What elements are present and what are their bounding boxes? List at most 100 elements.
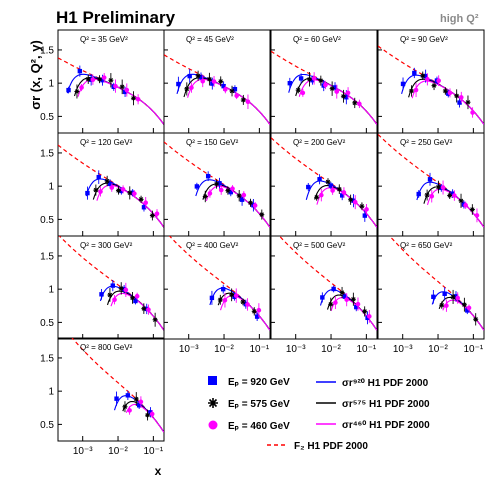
data-point-920 [125, 393, 131, 398]
panel-q2-500: Q² = 500 GeV² 10⁻³ 10⁻² 10⁻¹ [270, 235, 378, 355]
sigma-r-curve-920 [416, 181, 484, 228]
data-point-460 [447, 90, 453, 96]
data-point-920 [77, 68, 83, 74]
data-point-920 [331, 286, 336, 292]
data-point-460 [413, 87, 419, 93]
x-axis-label: x [155, 464, 162, 478]
panel-grid: Q² = 35 GeV² 0.5 1 1.5 Q² = 45 GeV² Q² = 60 G… [40, 29, 485, 457]
y-tick-label: 1.5 [40, 251, 54, 262]
x-tick-label: 10⁻¹ [356, 344, 376, 355]
data-point-575 [325, 179, 331, 185]
y-tick-label: 0.5 [40, 215, 54, 226]
sigma-r-curve-575 [73, 77, 164, 125]
data-point-920 [354, 304, 359, 310]
panel-plot-area [164, 54, 270, 125]
y-tick-label: 0.5 [40, 318, 54, 329]
data-point-575 [240, 97, 246, 103]
data-point-460 [341, 190, 347, 195]
data-point-920 [217, 181, 222, 186]
sigma-r-curve-460 [411, 80, 484, 125]
data-point-460 [200, 78, 206, 84]
data-point-575 [130, 295, 136, 301]
data-point-920 [450, 191, 455, 196]
data-point-575 [93, 187, 99, 193]
data-point-575 [408, 88, 414, 94]
panel-frame [163, 235, 271, 340]
data-point-460 [207, 191, 213, 196]
q2-label: Q² = 800 GeV² [80, 343, 133, 352]
data-point-575 [314, 194, 320, 200]
data-point-575 [431, 83, 437, 89]
data-point-920 [148, 410, 153, 415]
data-point-920 [110, 283, 116, 288]
data-point-460 [98, 189, 103, 194]
data-point-920 [453, 294, 459, 299]
panel-q2-35: Q² = 35 GeV² 0.5 1 1.5 [40, 29, 165, 134]
data-point-920 [221, 83, 226, 89]
data-point-575 [104, 178, 110, 184]
data-point-575 [118, 285, 124, 291]
f2-curve [71, 338, 164, 433]
data-point-460 [355, 301, 361, 307]
data-point-575 [97, 76, 103, 82]
data-point-920 [209, 295, 215, 301]
data-point-920 [254, 314, 260, 319]
data-point-920 [210, 81, 215, 86]
data-point-920 [228, 189, 233, 195]
data-point-920 [187, 73, 192, 79]
data-point-460 [474, 213, 480, 218]
data-point-575 [295, 87, 301, 93]
data-point-575 [130, 95, 136, 101]
data-point-575 [152, 317, 158, 323]
panel-plot-area [164, 141, 270, 228]
data-point-460 [444, 303, 449, 308]
data-point-920 [100, 77, 105, 83]
x-tick-label: 10⁻³ [179, 344, 199, 355]
data-point-920 [133, 298, 138, 304]
panel-q2-400: Q² = 400 GeV² 10⁻³ 10⁻² 10⁻¹ [163, 235, 271, 355]
panel-q2-200: Q² = 200 GeV² [270, 132, 378, 237]
y-tick-label: 1 [48, 285, 54, 296]
panel-q2-60: Q² = 60 GeV² [270, 29, 378, 134]
legend-marker-label: Eₚ = 460 GeV [228, 421, 290, 432]
q2-label: Q² = 650 GeV² [400, 241, 453, 250]
panel-q2-90: Q² = 90 GeV² [377, 29, 485, 134]
data-point-575 [348, 197, 354, 203]
data-point-460 [223, 87, 228, 92]
x-tick-label: 10⁻² [108, 446, 128, 457]
data-point-920 [317, 177, 322, 182]
x-tick-label: 10⁻¹ [463, 344, 483, 355]
data-point-920 [122, 89, 128, 95]
y-tick-label: 0.5 [40, 420, 54, 431]
q2-label: Q² = 400 GeV² [186, 241, 239, 250]
data-point-575 [350, 296, 356, 302]
panel-plot-area [58, 144, 164, 228]
data-point-460 [470, 110, 475, 115]
data-point-460 [127, 408, 132, 413]
data-point-575 [251, 308, 257, 314]
data-point-460 [218, 187, 224, 193]
data-point-460 [366, 314, 372, 319]
data-point-920 [176, 81, 181, 87]
data-point-920 [232, 86, 238, 92]
f2-curve [378, 45, 484, 125]
sigma-r-curve-575 [202, 183, 270, 228]
y-tick-label: 1.5 [40, 45, 54, 56]
data-point-575 [206, 76, 212, 82]
data-point-575 [420, 73, 426, 79]
sigma-r-curve-460 [187, 78, 270, 125]
data-point-460 [429, 193, 435, 199]
data-point-460 [146, 307, 151, 312]
data-point-460 [311, 76, 317, 81]
y-axis-label: σr (x, Q², y) [28, 40, 43, 110]
y-tick-label: 1.5 [40, 353, 54, 364]
data-point-575 [74, 88, 80, 94]
data-point-575 [127, 190, 133, 196]
data-point-920 [362, 213, 368, 218]
data-point-460 [124, 87, 130, 93]
data-point-460 [345, 90, 351, 96]
data-point-575 [145, 412, 151, 418]
data-point-575 [461, 302, 467, 308]
f2-curve [168, 236, 270, 331]
data-point-575 [236, 193, 242, 199]
